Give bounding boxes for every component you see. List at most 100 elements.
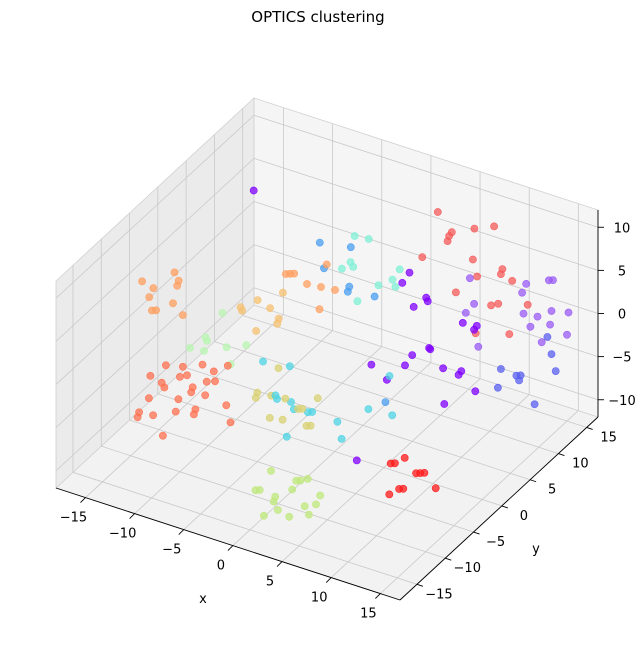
data-point-cluster-4 bbox=[388, 411, 397, 420]
x-tick-mark bbox=[129, 513, 135, 519]
data-point-cluster-10 bbox=[290, 269, 299, 278]
data-point-cluster-9 bbox=[278, 288, 287, 297]
x-tick-mark bbox=[375, 593, 381, 599]
data-point-cluster-11 bbox=[149, 411, 157, 420]
data-point-cluster-10 bbox=[317, 283, 325, 291]
data-point-cluster-1 bbox=[515, 376, 523, 385]
y-grid-floor bbox=[185, 367, 531, 481]
data-point-cluster-10 bbox=[315, 305, 324, 314]
data-point-cluster-5 bbox=[349, 262, 358, 271]
data-point-cluster-8 bbox=[298, 404, 307, 413]
data-point-cluster-1 bbox=[530, 400, 539, 409]
data-point-cluster-2 bbox=[522, 279, 531, 288]
data-point-cluster-7 bbox=[285, 512, 294, 521]
data-point-cluster-13 bbox=[390, 459, 399, 468]
data-point-cluster-11 bbox=[211, 377, 219, 386]
data-point-cluster-8 bbox=[281, 394, 290, 403]
x-axis-label: x bbox=[199, 592, 207, 607]
data-point-cluster-11 bbox=[133, 413, 142, 422]
x-tick-label: 0 bbox=[217, 559, 225, 574]
x-tick-label: −15 bbox=[60, 511, 87, 526]
data-point-cluster-12 bbox=[447, 228, 456, 237]
z-grid-left bbox=[55, 114, 255, 299]
z-tick-label: −5 bbox=[612, 351, 631, 366]
data-point-cluster-1 bbox=[547, 350, 556, 358]
data-point-cluster-8 bbox=[265, 413, 274, 422]
x-tick-mark bbox=[325, 577, 332, 583]
x-tick-mark bbox=[178, 529, 185, 535]
data-point-cluster-10 bbox=[322, 260, 331, 269]
x-tick-mark bbox=[80, 497, 86, 503]
data-point-cluster-4 bbox=[333, 417, 342, 426]
data-point-cluster-0 bbox=[409, 302, 418, 311]
data-point-cluster-1 bbox=[551, 367, 560, 375]
data-point-cluster-11 bbox=[201, 391, 210, 400]
data-point-cluster-0 bbox=[249, 186, 258, 195]
data-point-cluster-13 bbox=[385, 490, 394, 499]
y-tick-label: −10 bbox=[454, 561, 481, 576]
data-point-cluster-11 bbox=[226, 418, 235, 427]
data-points bbox=[133, 186, 573, 521]
y-grid-floor bbox=[129, 419, 474, 533]
data-point-cluster-2 bbox=[519, 309, 528, 318]
z-grid-back bbox=[253, 114, 599, 228]
data-point-cluster-11 bbox=[178, 362, 187, 371]
y-axis-label: y bbox=[532, 542, 540, 557]
data-point-cluster-9 bbox=[236, 303, 245, 312]
data-point-cluster-4 bbox=[259, 357, 267, 366]
data-point-cluster-7 bbox=[312, 500, 320, 509]
data-point-cluster-1 bbox=[496, 365, 505, 373]
data-point-cluster-7 bbox=[296, 476, 305, 485]
data-point-cluster-10 bbox=[152, 306, 160, 315]
data-point-cluster-7 bbox=[269, 497, 278, 506]
data-point-cluster-13 bbox=[431, 484, 440, 493]
data-point-cluster-7 bbox=[288, 485, 297, 494]
y-tick-mark bbox=[529, 479, 537, 483]
axis-panes bbox=[55, 97, 599, 601]
data-point-cluster-1 bbox=[543, 333, 552, 341]
data-point-cluster-11 bbox=[222, 401, 231, 410]
data-point-cluster-10 bbox=[149, 284, 158, 293]
data-point-cluster-11 bbox=[209, 367, 218, 376]
data-point-cluster-2 bbox=[547, 307, 556, 315]
data-point-cluster-12 bbox=[496, 270, 505, 278]
data-point-cluster-4 bbox=[285, 362, 294, 371]
x-tick-label: 10 bbox=[311, 591, 328, 606]
y-grid-floor bbox=[242, 315, 587, 428]
data-point-cluster-2 bbox=[563, 330, 571, 339]
data-point-cluster-9 bbox=[266, 304, 274, 312]
x-tick-mark bbox=[276, 561, 283, 567]
data-point-cluster-7 bbox=[255, 486, 264, 494]
data-point-cluster-1 bbox=[493, 383, 502, 392]
data-point-cluster-0 bbox=[422, 293, 431, 302]
data-point-cluster-5 bbox=[388, 275, 397, 284]
data-point-cluster-2 bbox=[461, 308, 470, 317]
data-point-cluster-4 bbox=[385, 372, 394, 380]
data-point-cluster-11 bbox=[183, 371, 191, 380]
data-point-cluster-0 bbox=[398, 278, 407, 287]
z-grid-left bbox=[55, 244, 255, 428]
data-point-cluster-3 bbox=[346, 243, 355, 252]
data-point-cluster-7 bbox=[273, 506, 282, 514]
data-point-cluster-6 bbox=[242, 341, 251, 349]
data-point-cluster-5 bbox=[395, 265, 404, 274]
y-tick-mark bbox=[501, 505, 508, 509]
y-grid-floor bbox=[157, 393, 502, 507]
data-point-cluster-10 bbox=[331, 286, 339, 294]
data-point-cluster-3 bbox=[381, 398, 390, 406]
y-tick-label: 0 bbox=[520, 509, 528, 524]
data-point-cluster-12 bbox=[468, 255, 477, 264]
z-grid-left bbox=[55, 201, 255, 385]
data-point-cluster-0 bbox=[471, 387, 480, 396]
data-point-cluster-6 bbox=[218, 309, 227, 317]
data-point-cluster-6 bbox=[200, 346, 208, 355]
data-point-cluster-11 bbox=[175, 372, 184, 381]
data-point-cluster-12 bbox=[451, 288, 460, 297]
data-point-cluster-11 bbox=[223, 361, 232, 370]
data-point-cluster-5 bbox=[337, 264, 346, 273]
data-point-cluster-0 bbox=[458, 318, 467, 327]
data-point-cluster-6 bbox=[201, 333, 210, 342]
data-point-cluster-0 bbox=[439, 364, 447, 373]
data-point-cluster-12 bbox=[487, 301, 495, 310]
data-point-cluster-9 bbox=[252, 327, 260, 335]
